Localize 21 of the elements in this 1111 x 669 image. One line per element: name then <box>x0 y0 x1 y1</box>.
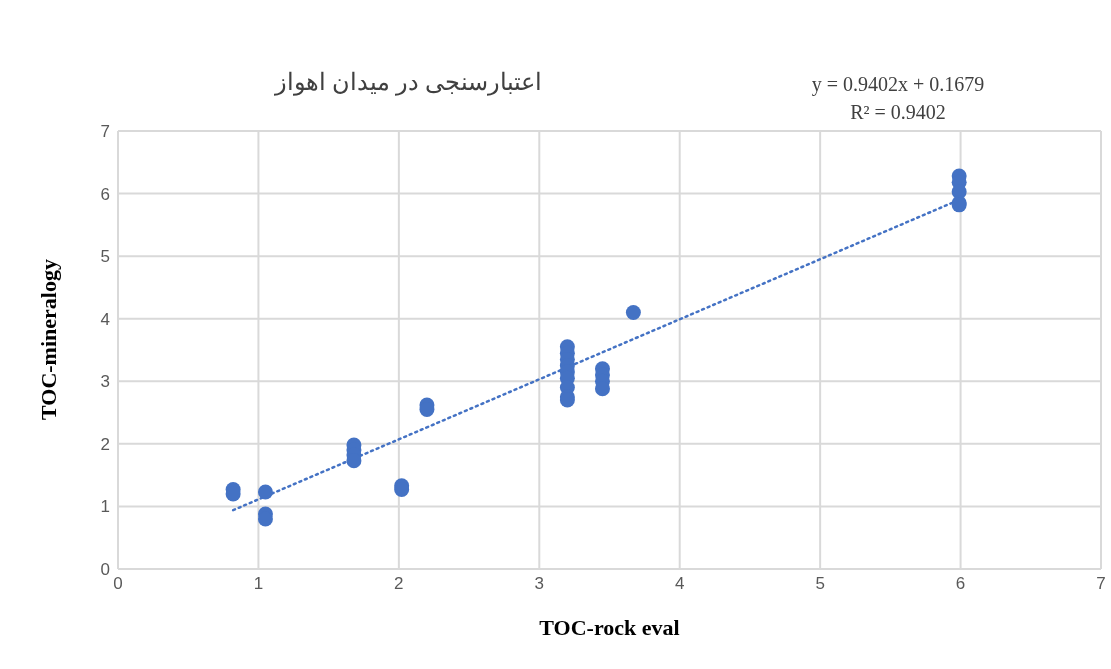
text: y = 0.9402x + 0.1679 <box>810 72 986 98</box>
x-tick-label: 0 <box>113 574 123 594</box>
y-tick-label: 5 <box>100 247 110 267</box>
y-tick-label: 6 <box>100 184 110 204</box>
x-tick-label: 1 <box>253 574 264 594</box>
y-tick-label: 1 <box>100 497 110 517</box>
chart-title: اعتبارسنجی در میدان اهواز <box>273 68 543 96</box>
y-tick-label: 3 <box>100 372 110 392</box>
x-tick-label: 3 <box>534 574 545 594</box>
y-tick-label: 2 <box>100 434 110 454</box>
x-axis-title: TOC-rock eval <box>539 614 680 640</box>
y-tick-label: 7 <box>100 122 110 142</box>
x-tick-label: 4 <box>674 574 685 594</box>
x-tick-label: 5 <box>815 574 825 594</box>
x-tick-label: 6 <box>955 574 966 594</box>
y-axis-title: TOC-mineralogy <box>35 259 61 420</box>
y-tick-label: 0 <box>100 560 110 580</box>
x-tick-label: 2 <box>394 574 404 594</box>
x-tick-label: 7 <box>1096 574 1106 594</box>
y-tick-label: 4 <box>100 309 110 329</box>
text: R² = 0.9402 <box>849 100 947 125</box>
